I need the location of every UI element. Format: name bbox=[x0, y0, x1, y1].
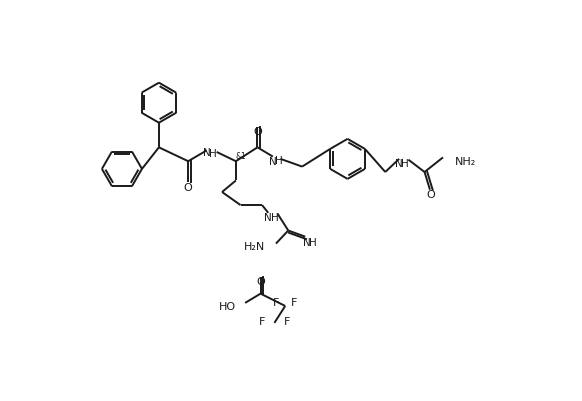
Text: N: N bbox=[303, 237, 311, 247]
Text: N: N bbox=[264, 212, 272, 222]
Text: H₂N: H₂N bbox=[244, 241, 265, 251]
Text: O: O bbox=[256, 277, 265, 287]
Text: O: O bbox=[253, 127, 262, 137]
Text: H: H bbox=[309, 237, 317, 247]
Text: O: O bbox=[184, 183, 193, 193]
Text: N: N bbox=[269, 157, 276, 167]
Text: &1: &1 bbox=[236, 151, 247, 160]
Text: F: F bbox=[273, 298, 279, 307]
Text: F: F bbox=[259, 316, 265, 326]
Text: N: N bbox=[203, 148, 211, 158]
Text: F: F bbox=[283, 316, 290, 326]
Text: O: O bbox=[427, 190, 435, 200]
Text: N: N bbox=[395, 158, 403, 168]
Text: NH₂: NH₂ bbox=[455, 157, 477, 167]
Text: HO: HO bbox=[219, 301, 236, 311]
Text: H: H bbox=[402, 158, 409, 168]
Text: H: H bbox=[275, 156, 283, 166]
Text: H: H bbox=[271, 212, 278, 222]
Text: F: F bbox=[291, 298, 297, 307]
Text: H: H bbox=[209, 149, 217, 159]
